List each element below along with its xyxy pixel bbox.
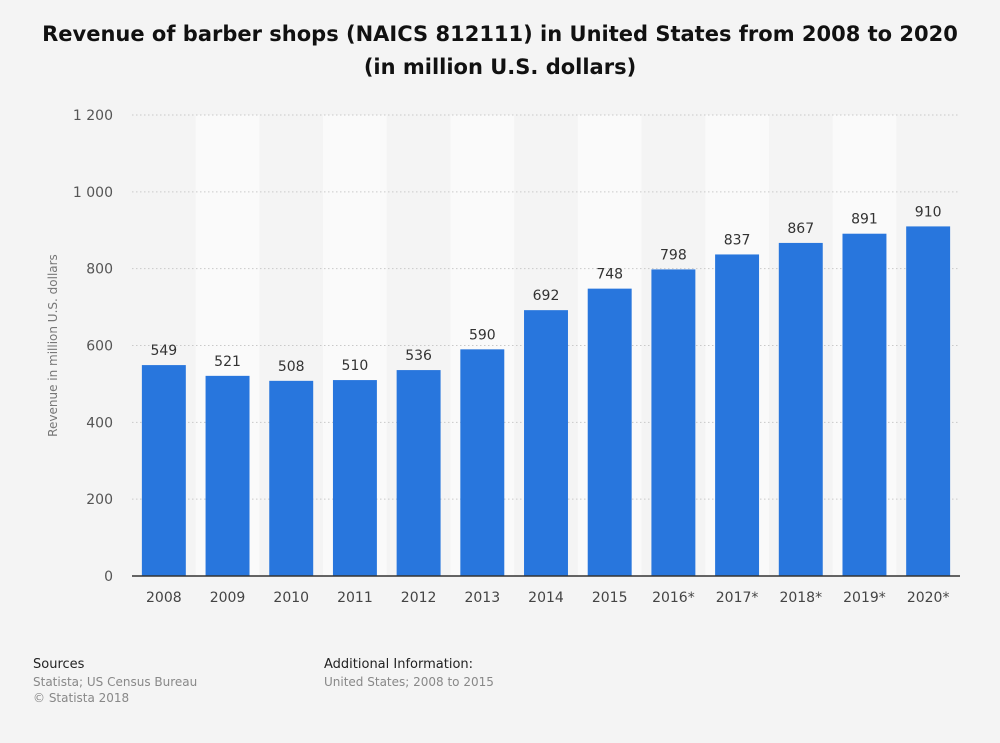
bar-value-label: 798: [660, 247, 687, 263]
x-tick-label: 2019*: [843, 590, 886, 606]
bar: [906, 226, 951, 577]
bar: [205, 375, 250, 576]
bar: [715, 254, 760, 576]
bar-value-label: 748: [596, 267, 623, 283]
x-tick-label: 2018*: [779, 590, 822, 606]
chart-title: Revenue of barber shops (NAICS 812111) i…: [42, 22, 958, 79]
bar-value-label: 910: [915, 204, 942, 220]
y-tick-label: 0: [104, 569, 113, 585]
additional-info-heading[interactable]: Additional Information:: [324, 657, 474, 672]
x-tick-label: 2009: [210, 590, 246, 606]
bar-value-label: 508: [278, 359, 305, 375]
bar: [524, 310, 568, 576]
bar: [269, 380, 314, 576]
x-tick-label: 2016*: [652, 590, 695, 606]
bar: [778, 242, 823, 577]
x-tick-label: 2014: [528, 590, 564, 606]
x-tick-label: 2010: [273, 590, 309, 606]
bar: [842, 233, 887, 576]
bar: [651, 269, 696, 576]
additional-info-text: United States; 2008 to 2015: [324, 675, 494, 689]
sources-heading[interactable]: Sources: [33, 657, 85, 672]
y-tick-label: 400: [86, 415, 113, 431]
y-tick-label: 200: [86, 492, 113, 508]
x-tick-label: 2011: [337, 590, 373, 606]
bar: [396, 370, 441, 576]
y-tick-label: 800: [86, 262, 113, 278]
bar: [332, 380, 377, 576]
y-tick-label: 1 200: [73, 108, 113, 124]
copyright-text: © Statista 2018: [33, 691, 130, 705]
bar-value-label: 536: [405, 348, 432, 364]
y-tick-label: 600: [86, 339, 113, 355]
sources-block: Sources Statista; US Census Bureau © Sta…: [33, 657, 197, 706]
x-tick-label: 2012: [401, 590, 437, 606]
sources-text: Statista; US Census Bureau: [33, 675, 198, 689]
bar: [141, 365, 186, 576]
x-tick-label: 2008: [146, 590, 182, 606]
bar-value-label: 521: [214, 354, 241, 370]
bar-value-label: 590: [469, 327, 496, 343]
y-tick-label: 1 000: [73, 185, 113, 201]
bar-value-label: 549: [150, 343, 177, 359]
bar-value-label: 510: [342, 358, 369, 374]
bar-value-label: 891: [851, 212, 878, 228]
additional-info-block: Additional Information: United States; 2…: [324, 657, 494, 690]
x-tick-label: 2015: [592, 590, 628, 606]
bar-value-label: 837: [724, 232, 751, 248]
x-tick-label: 2020*: [907, 590, 950, 606]
x-tick-label: 2017*: [716, 590, 759, 606]
y-axis-title: Revenue in million U.S. dollars: [46, 254, 60, 437]
bar-value-label: 692: [533, 288, 560, 304]
bar-value-label: 867: [787, 221, 814, 237]
bar: [587, 288, 632, 576]
bar: [460, 349, 505, 576]
x-tick-label: 2013: [464, 590, 500, 606]
